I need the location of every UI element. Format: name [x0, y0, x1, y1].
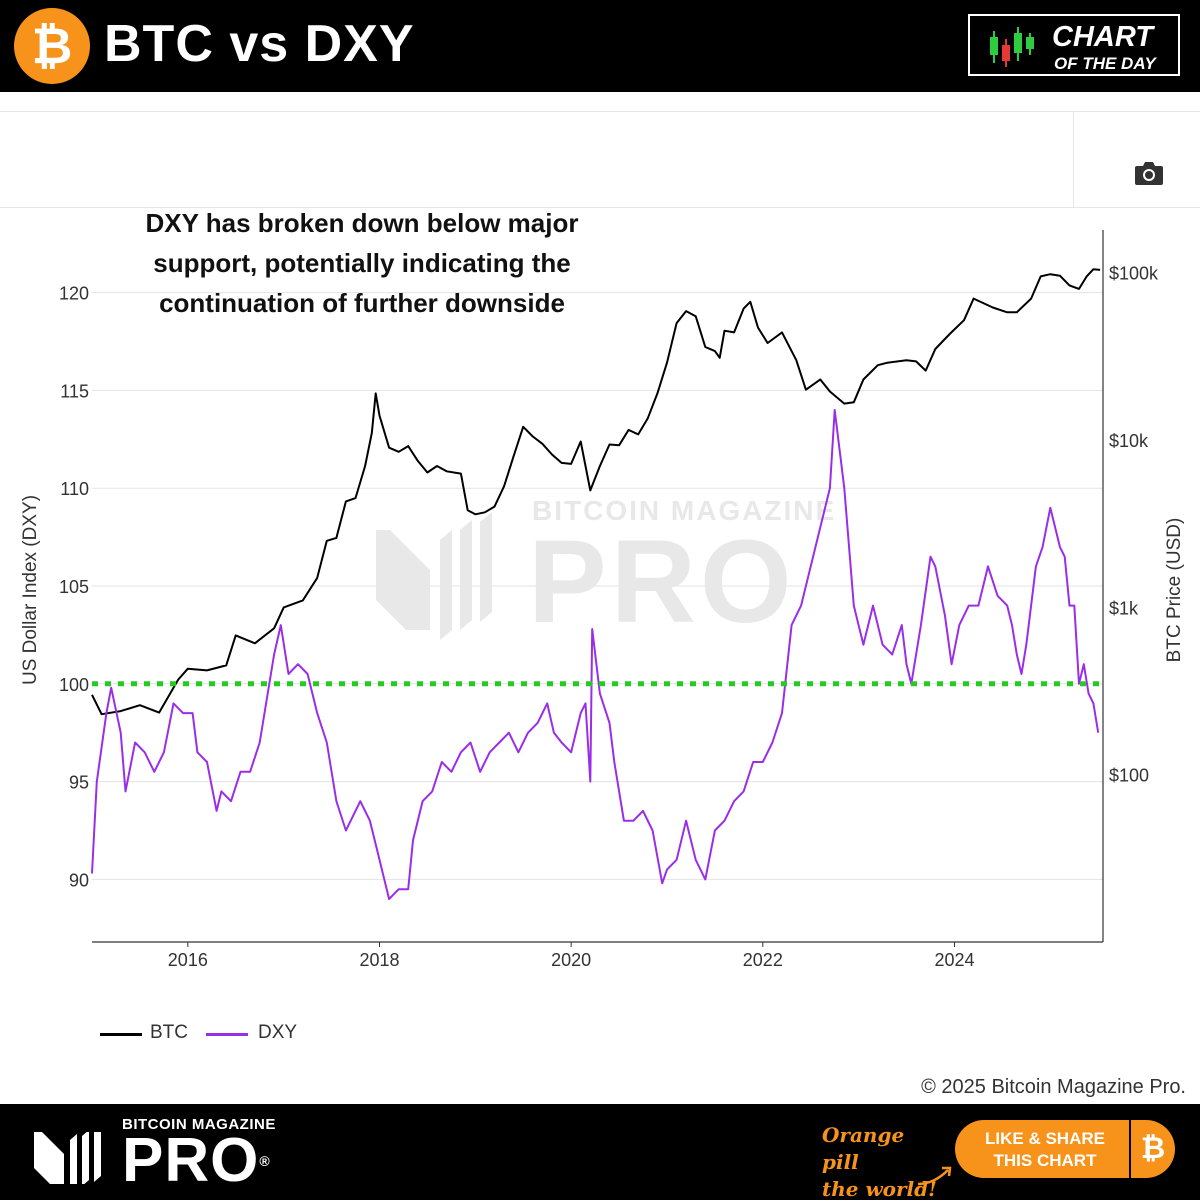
tagline-line-1: Orange pill	[822, 1123, 905, 1174]
camera-icon[interactable]	[1134, 160, 1164, 186]
grid-lines	[92, 292, 1103, 880]
footer-brand-big: PRO®	[122, 1128, 271, 1194]
legend-label-dxy: DXY	[258, 1022, 298, 1043]
tagline: Orange pill the world!	[822, 1122, 942, 1203]
bitcoin-logo-icon: ₿	[14, 8, 90, 84]
left-axis-ticks: 90 95 100 105 110 115 120	[59, 284, 89, 891]
badge-line-1: CHART	[1052, 21, 1153, 53]
right-axis-label: BTC Price (USD)	[1164, 518, 1185, 663]
like-share-button[interactable]: LIKE & SHARE THIS CHART ₿	[955, 1120, 1175, 1178]
legend-label-btc: BTC	[150, 1022, 188, 1043]
footer-brand-small: BITCOIN MAGAZINE	[122, 1116, 276, 1133]
registered-mark: ®	[259, 1153, 271, 1169]
badge-line-2: OF THE DAY	[1054, 54, 1156, 73]
watermark-small-text: BITCOIN MAGAZINE	[532, 495, 836, 526]
right-tick-label: $10k	[1109, 431, 1149, 451]
right-tick-label: $1k	[1109, 598, 1139, 618]
header-bar: ₿ BTC vs DXY CHART OF THE DAY	[0, 0, 1200, 92]
left-tick-label: 120	[59, 284, 89, 304]
arrow-icon	[917, 1166, 952, 1186]
left-tick-label: 110	[60, 479, 89, 499]
footer-brand-pro: PRO	[122, 1126, 260, 1195]
share-divider	[1129, 1120, 1131, 1178]
legend-swatch-dxy	[206, 1033, 248, 1036]
copyright: © 2025 Bitcoin Magazine Pro.	[921, 1076, 1186, 1098]
toolbar-divider	[1073, 111, 1074, 207]
candlestick-icon	[990, 27, 1034, 67]
series-lines	[91, 268, 1101, 900]
bitcoin-magazine-pro-logo-icon	[34, 1132, 101, 1184]
series-line-btc	[91, 268, 1101, 716]
chart-of-the-day-badge: CHART OF THE DAY	[968, 14, 1180, 76]
x-tick-label: 2024	[934, 950, 974, 970]
right-tick-label: $100	[1109, 766, 1149, 786]
watermark: BITCOIN MAGAZINE PRO	[376, 495, 836, 648]
share-line-2: THIS CHART	[993, 1151, 1097, 1170]
left-tick-label: 115	[60, 381, 89, 401]
annotation-line-3: continuation of further downside	[159, 288, 565, 318]
right-tick-label: $100k	[1109, 264, 1159, 284]
toolbar-divider	[0, 111, 1200, 112]
x-tick-label: 2022	[743, 950, 783, 970]
annotation-line-2: support, potentially indicating the	[153, 248, 571, 278]
watermark-big-text: PRO	[528, 516, 796, 648]
left-axis-label: US Dollar Index (DXY)	[20, 495, 41, 685]
chart-axes	[92, 230, 1104, 943]
page-title: BTC vs DXY	[104, 15, 415, 73]
footer-bar: BITCOIN MAGAZINE PRO® Orange pill the wo…	[0, 1104, 1200, 1203]
right-axis-ticks: $100 $1k $10k $100k	[1109, 264, 1159, 786]
share-line-1: LIKE & SHARE	[985, 1129, 1105, 1148]
btc-dxy-chart: BITCOIN MAGAZINE PRO 90 95 100 105 110 115 120…	[20, 230, 1185, 970]
x-tick-label: 2020	[551, 950, 591, 970]
left-tick-label: 90	[69, 870, 89, 890]
series-line-dxy	[91, 409, 1100, 900]
toolbar-divider	[0, 207, 1200, 208]
annotation-line-1: DXY has broken down below major	[145, 208, 579, 238]
chart-annotation: DXY has broken down below major support,…	[108, 203, 616, 323]
tagline-line-2: the world!	[822, 1177, 937, 1201]
share-text: LIKE & SHARE THIS CHART	[975, 1128, 1115, 1172]
left-tick-label: 100	[59, 675, 89, 695]
x-axis-ticks: 2016 2018 2020 2022 2024	[168, 942, 974, 970]
x-tick-label: 2018	[359, 950, 399, 970]
x-tick-label: 2016	[168, 950, 208, 970]
legend-swatch-btc	[100, 1033, 142, 1036]
left-tick-label: 105	[59, 577, 89, 597]
bitcoin-icon: ₿	[1140, 1131, 1166, 1166]
left-tick-label: 95	[69, 773, 89, 793]
